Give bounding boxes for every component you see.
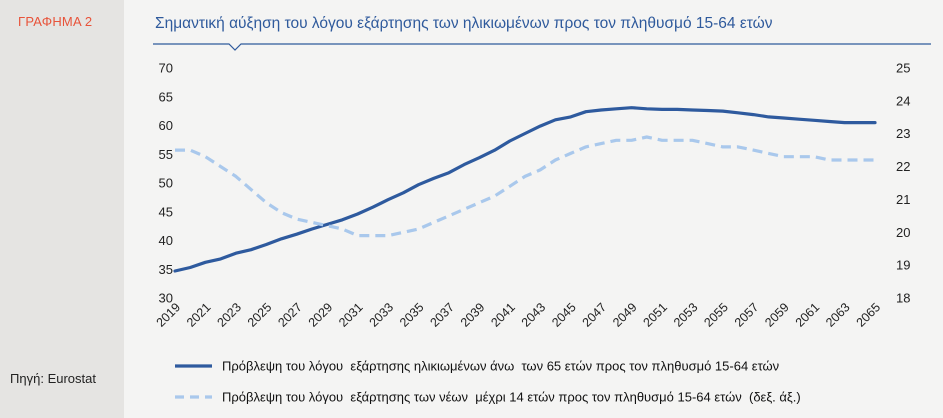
legend-label-young: Πρόβλεψη του λόγου εξάρτησης των νέων μέ… [222,390,801,405]
x-tick-label: 2037 [427,300,457,330]
y-tick-label: 65 [159,89,173,104]
title-rule [153,43,931,51]
x-tick-label: 2041 [488,300,518,330]
x-tick-label: 2039 [458,300,488,330]
y2-tick-label: 25 [896,61,910,76]
y2-tick-label: 18 [896,291,910,306]
x-tick-label: 2059 [762,300,792,330]
figure-label: ΓΡΑΦΗΜΑ 2 [18,14,93,29]
sidebar: ΓΡΑΦΗΜΑ 2 Πηγή: Eurostat [0,0,124,418]
y-axis-left: 30 35 40 45 50 55 60 65 70 [159,61,173,306]
y2-tick-label: 21 [896,192,910,207]
legend: Πρόβλεψη του λόγου εξάρτησης ηλικιωμένων… [175,359,801,405]
x-tick-label: 2047 [580,300,610,330]
x-axis: 2019 2021 2023 2025 2027 2029 2031 2033 2035 2037… [154,300,884,330]
series-line-elderly [173,106,877,273]
x-tick-label: 2053 [671,300,701,330]
y-tick-label: 40 [159,233,173,248]
x-tick-label: 2033 [367,300,397,330]
x-tick-label: 2065 [854,300,884,330]
y-tick-label: 35 [159,262,173,277]
y2-tick-label: 19 [896,258,910,273]
x-tick-label: 2051 [641,300,671,330]
x-tick-label: 2035 [397,300,427,330]
x-tick-label: 2031 [336,300,366,330]
y2-tick-label: 20 [896,225,910,240]
x-tick-label: 2027 [275,300,305,330]
y2-tick-label: 23 [896,126,910,141]
x-tick-label: 2029 [306,300,336,330]
series-line-young [175,135,875,238]
x-tick-label: 2061 [793,300,823,330]
title-underline [153,43,931,51]
x-tick-label: 2043 [519,300,549,330]
y-tick-label: 45 [159,204,173,219]
chart-title: Σημαντική αύξηση του λόγου εξάρτησης των… [155,15,773,32]
x-tick-label: 2057 [732,300,762,330]
legend-label-elderly: Πρόβλεψη του λόγου εξάρτησης ηλικιωμένων… [222,359,779,374]
x-tick-label: 2023 [214,300,244,330]
x-tick-label: 2055 [701,300,731,330]
chart-panel [124,0,943,418]
x-tick-label: 2063 [823,300,853,330]
y-tick-label: 70 [159,61,173,76]
plot-lines [173,106,877,273]
y2-tick-label: 22 [896,159,910,174]
x-tick-label: 2025 [245,300,275,330]
y-tick-label: 50 [159,176,173,191]
source-note: Πηγή: Eurostat [10,371,96,386]
x-tick-label: 2045 [549,300,579,330]
y2-tick-label: 24 [896,93,910,108]
y-tick-label: 55 [159,147,173,162]
y-axis-right: 18 19 20 21 22 23 24 25 [896,61,910,306]
y-tick-label: 30 [159,291,173,306]
x-tick-label: 2021 [184,300,214,330]
x-tick-label: 2049 [610,300,640,330]
y-tick-label: 60 [159,118,173,133]
